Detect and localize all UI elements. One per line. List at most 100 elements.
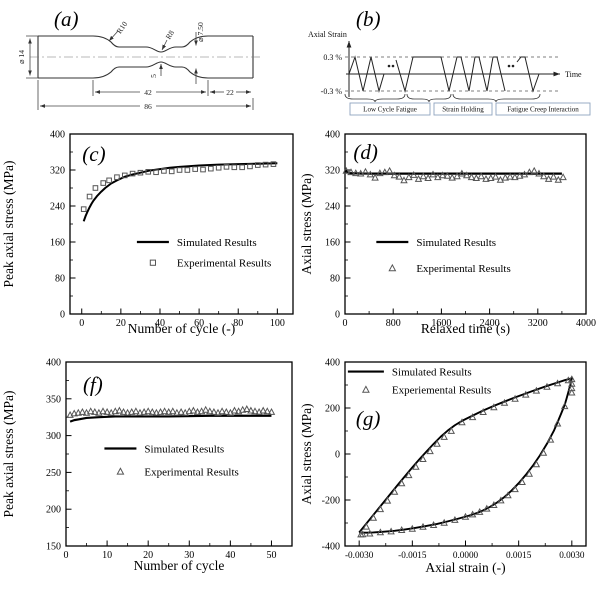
waveform-y-axis-label: Axial Strain: [308, 30, 347, 39]
x-tick-label: -0.0015: [398, 550, 427, 560]
y-tick-label: 240: [50, 202, 65, 213]
series-line-simulated-results: [358, 377, 573, 534]
dim-label-22: 22: [226, 88, 234, 97]
phase-labels: Low Cycle Fatigue Strain Holding Fatigue…: [349, 102, 591, 116]
x-tick-label: 0.0000: [453, 550, 479, 560]
phase-box-lcf: [349, 102, 431, 116]
x-tick-label: 0: [343, 318, 348, 329]
y-axis-label: Axial stress (MPa): [300, 173, 314, 274]
y-tick-label: 80: [55, 274, 65, 285]
y-tick-label: 0: [335, 310, 340, 321]
x-tick-label: 50: [266, 550, 276, 561]
x-tick-label: 20: [116, 318, 126, 329]
leader-r10: [108, 30, 119, 42]
legend-triangle-marker: [361, 385, 370, 393]
dim-label-42: 42: [144, 88, 152, 97]
panel-letter-a: (a): [54, 7, 79, 31]
plot-frame: [344, 133, 587, 315]
phase-braces: [344, 93, 541, 103]
y-tick-label: 400: [325, 358, 340, 369]
x-tick-label: 2400: [480, 318, 500, 329]
dim-label-86: 86: [144, 102, 152, 111]
waveform-diagram: (b) Axial Strain Time 0.3 % -0.3 %: [308, 7, 591, 116]
specimen-outline: [37, 35, 254, 79]
legend-label: Simulated Results: [416, 237, 496, 249]
legend-label: Experimental Results: [144, 466, 238, 478]
dim-label-notch: 5: [149, 74, 158, 78]
dim-label-d14: ⌀ 14: [17, 50, 26, 64]
phase-label-lcf: Low Cycle Fatigue: [363, 106, 417, 114]
legend-triangle-marker: [388, 263, 397, 272]
waveform-x-axis-label: Time: [565, 70, 582, 79]
phase-label-hold: Strain Holding: [442, 106, 484, 114]
phase-box-fci: [495, 102, 591, 116]
dim-label-d750: ⌀ 7.50: [196, 22, 205, 42]
stress-strain-hysteresis-chart: -0.0030 -0.0015 0.0000 0.0015 0.0030 -400 -200…: [299, 358, 587, 575]
x-axis-label: Number of cycle (-): [128, 321, 236, 336]
x-axis-label: Number of cycle: [134, 558, 225, 573]
y-tick-label: 400: [325, 130, 340, 141]
series-line-simulated-results: [69, 414, 272, 423]
x-tick-label: 4000: [576, 318, 596, 329]
panel-a-specimen-drawing: (a) ⌀ 14 R10 R8 ⌀ 7.50 5 42: [0, 0, 300, 123]
upper-strain-label: 0.3 %: [323, 53, 342, 62]
leader-r8: [161, 39, 168, 51]
x-axis-label: Axial strain (-): [425, 560, 505, 575]
y-tick-label: 160: [325, 238, 340, 249]
legend-label: Simulated Results: [392, 366, 472, 378]
x-tick-label: 10: [102, 550, 112, 561]
y-tick-label: 0: [335, 450, 340, 461]
series-points-experimental-results: [80, 161, 277, 212]
y-tick-label: 300: [46, 431, 61, 442]
dim-ext-d14: [26, 35, 38, 79]
dim-ext-86: [37, 80, 254, 110]
dim-ext-42: [92, 80, 209, 96]
series-line-simulated-results: [344, 169, 562, 175]
x-tick-label: 0: [64, 550, 69, 561]
dim-label-r10: R10: [115, 20, 130, 36]
series-points-experimental-results: [66, 405, 276, 418]
panel-b-waveform-diagram: (b) Axial Strain Time 0.3 % -0.3 %: [300, 0, 600, 123]
x-tick-label: 80: [233, 318, 243, 329]
x-tick-label: 800: [386, 318, 401, 329]
legend-label: Experiemental Results: [392, 384, 491, 396]
series-points-experiemental-results: [357, 375, 576, 538]
y-tick-label: -400: [322, 542, 340, 553]
series-line-simulated-results: [82, 162, 278, 222]
x-tick-label: 1600: [431, 318, 451, 329]
x-tick-label: 20: [143, 550, 153, 561]
panel-letter: (f): [83, 372, 103, 396]
y-tick-label: 160: [50, 238, 65, 249]
x-tick-label: 100: [270, 318, 285, 329]
x-tick-label: 30: [184, 550, 194, 561]
strain-waveform: [348, 55, 540, 93]
y-tick-label: 240: [325, 202, 340, 213]
y-tick-label: 400: [50, 130, 65, 141]
y-axis-label: Peak axial stress (MPa): [1, 160, 16, 287]
peak-stress-vs-cycle-chart-2: 0 10 20 30 40 50 150 200 250 300 350 400 Number of c…: [1, 358, 293, 573]
y-tick-label: 320: [325, 166, 340, 177]
panel-f-peak-stress-chart: 0 10 20 30 40 50 150 200 250 300 350 400 Number of c…: [0, 340, 300, 592]
x-tick-label: 0.0030: [559, 550, 585, 560]
panel-letter: (g): [356, 406, 381, 430]
panel-g-hysteresis-loop-chart: -0.0030 -0.0015 0.0000 0.0015 0.0030 -400 -200…: [299, 340, 600, 592]
panel-c-cyclic-hardening-chart: 0 20 40 60 80 100 0 80 160 240 320 400 Number of cyc…: [0, 118, 300, 345]
x-axis-label: Relaxed time (s): [421, 321, 510, 336]
y-tick-label: -200: [322, 496, 340, 507]
y-tick-label: 350: [46, 394, 61, 405]
continuation-dots: [387, 64, 515, 68]
y-tick-label: 320: [50, 166, 65, 177]
x-tick-label: -0.0030: [345, 550, 374, 560]
panel-d-relaxation-chart: 0 800 1600 2400 3200 4000 0 80 160 240 320 400 Relax…: [299, 118, 600, 345]
peak-stress-vs-cycle-chart: 0 20 40 60 80 100 0 80 160 240 320 400 Number of cyc…: [1, 130, 294, 336]
y-tick-label: 80: [330, 274, 340, 285]
y-tick-label: 150: [46, 542, 61, 553]
phase-box-hold: [433, 102, 493, 116]
y-tick-label: 200: [46, 505, 61, 516]
panel-letter-b: (b): [356, 7, 381, 31]
y-tick-label: 400: [46, 358, 61, 369]
series-points-experimental-results: [342, 166, 567, 184]
y-tick-label: 250: [46, 468, 61, 479]
y-axis-label: Axial stress (MPa): [300, 403, 314, 504]
